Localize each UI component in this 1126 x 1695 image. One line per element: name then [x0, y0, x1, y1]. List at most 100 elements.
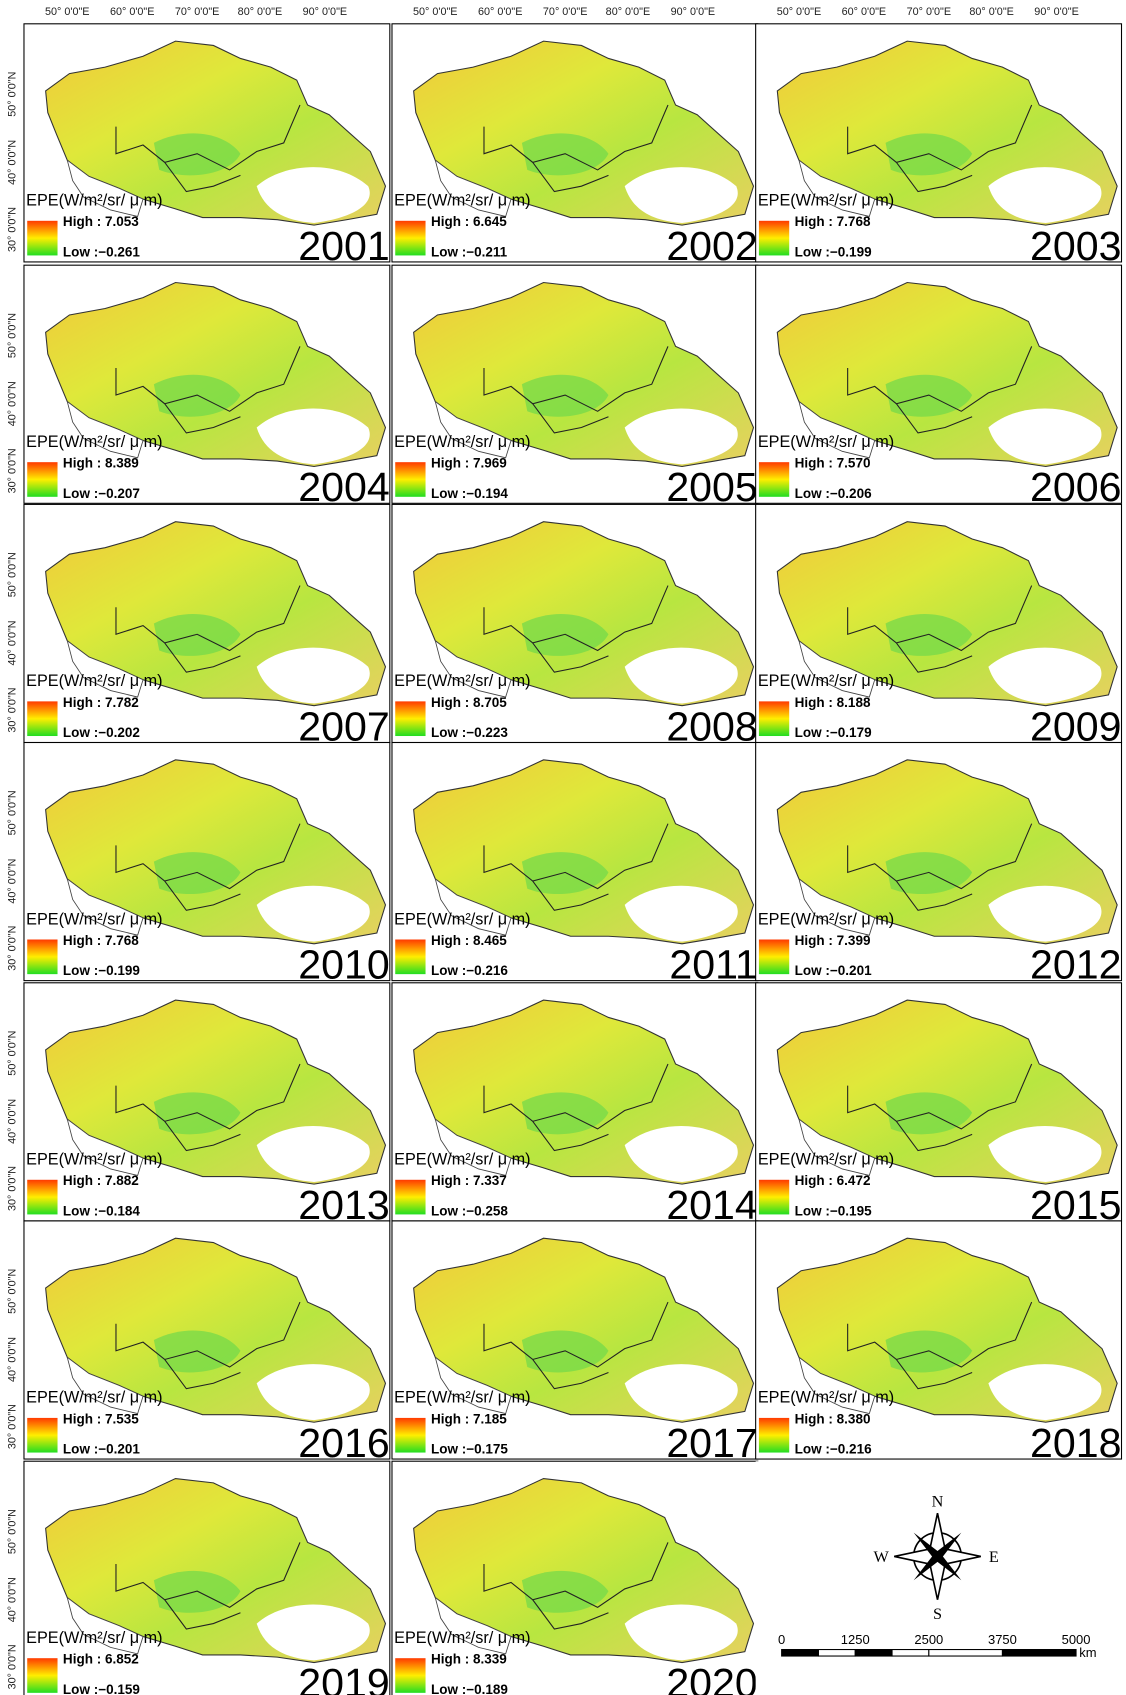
x-tick-label: 50° 0'0"E	[413, 6, 458, 18]
y-tick-label: 30° 0'0"N	[6, 1404, 18, 1449]
year-label: 2017	[666, 1420, 757, 1466]
legend-high: High : 7.337	[431, 1173, 507, 1188]
scale-label: 3750	[988, 1632, 1017, 1647]
legend-low: Low :−0.184	[63, 1204, 140, 1219]
map-panel: EPE(W/m²/sr/ μ m)High : 7.969Low :−0.194…	[392, 265, 758, 510]
legend-low: Low :−0.201	[795, 963, 872, 978]
y-tick-label: 30° 0'0"N	[6, 1644, 18, 1689]
legend-high: High : 6.645	[431, 214, 507, 229]
legend-high: High : 6.472	[795, 1173, 871, 1188]
legend-title: EPE(W/m²/sr/ μ m)	[758, 1151, 894, 1169]
map-panel: EPE(W/m²/sr/ μ m) High : 7.053 Low :−0.261…	[24, 24, 390, 269]
legend-title: EPE(W/m²/sr/ μ m)	[394, 1151, 530, 1169]
legend-ramp	[395, 1658, 425, 1693]
y-tick-label: 40° 0'0"N	[6, 140, 18, 185]
map-panel: EPE(W/m²/sr/ μ m)High : 7.535Low :−0.201…	[24, 1221, 390, 1466]
legend-title: EPE(W/m²/sr/ μ m)	[758, 1389, 894, 1407]
legend-low: Low :−0.179	[795, 725, 872, 740]
legend-low: Low :−0.189	[431, 1682, 508, 1695]
year-label: 2001	[298, 223, 390, 269]
map-panel: EPE(W/m²/sr/ μ m) High : 7.570 Low :−0.206…	[756, 265, 1122, 510]
legend-high: High : 7.399	[795, 933, 871, 948]
legend-title: EPE(W/m²/sr/ μ m)	[26, 1629, 162, 1647]
scale-segment	[818, 1650, 855, 1656]
x-tick-label: 70° 0'0"E	[175, 6, 220, 18]
y-tick-label: 50° 0'0"N	[6, 1509, 18, 1554]
y-tick-label: 50° 0'0"N	[6, 790, 18, 835]
year-label: 2003	[1030, 223, 1122, 269]
legend-low: Low :−0.211	[431, 245, 508, 260]
legend-ramp	[759, 701, 789, 736]
legend-ramp	[27, 1658, 57, 1693]
legend-high: High : 8.339	[431, 1652, 507, 1667]
year-label: 2018	[1030, 1420, 1122, 1466]
map-panel: EPE(W/m²/sr/ μ m)High : 8.705Low :−0.223…	[392, 504, 758, 749]
legend-title: EPE(W/m²/sr/ μ m)	[758, 192, 894, 210]
y-tick-label: 40° 0'0"N	[6, 381, 18, 426]
legend-high: High : 8.188	[795, 695, 871, 710]
x-tick-label: 60° 0'0"E	[110, 6, 155, 18]
x-tick-label: 60° 0'0"E	[842, 6, 887, 18]
scale-segment	[1002, 1650, 1076, 1656]
scale-label: 0	[778, 1632, 785, 1647]
legend-low: Low :−0.199	[63, 963, 140, 978]
legend-title: EPE(W/m²/sr/ μ m)	[758, 433, 894, 451]
legend-low: Low :−0.159	[63, 1682, 140, 1695]
y-tick-label: 30° 0'0"N	[6, 207, 18, 252]
legend-low: Low :−0.206	[795, 486, 872, 501]
scale-label: 2500	[914, 1632, 943, 1647]
year-label: 2011	[669, 941, 757, 987]
legend-title: EPE(W/m²/sr/ μ m)	[394, 192, 530, 210]
legend-high: High : 7.053	[63, 214, 139, 229]
legend-low: Low :−0.194	[431, 486, 508, 501]
x-tick-label: 50° 0'0"E	[45, 6, 90, 18]
x-tick-label: 70° 0'0"E	[907, 6, 952, 18]
legend-title: EPE(W/m²/sr/ μ m)	[26, 1151, 162, 1169]
map-panel: EPE(W/m²/sr/ μ m) High : 7.337 Low :−0.258…	[392, 983, 758, 1228]
y-tick-label: 30° 0'0"N	[6, 448, 18, 493]
legend-ramp	[395, 701, 425, 736]
map-panel: EPE(W/m²/sr/ μ m)High : 6.472Low :−0.195…	[756, 983, 1122, 1228]
y-tick-label: 40° 0'0"N	[6, 859, 18, 904]
year-label: 2004	[298, 464, 390, 510]
y-tick-label: 40° 0'0"N	[6, 620, 18, 665]
y-tick-label: 50° 0'0"N	[6, 72, 18, 117]
legend-title: EPE(W/m²/sr/ μ m)	[26, 192, 162, 210]
legend-high: High : 7.768	[63, 933, 139, 948]
scale-segment	[782, 1650, 819, 1656]
year-label: 2012	[1030, 941, 1122, 987]
legend-high: High : 7.768	[795, 214, 871, 229]
legend-low: Low :−0.201	[63, 1442, 140, 1457]
legend-low: Low :−0.202	[63, 725, 140, 740]
compass-s: S	[933, 1605, 942, 1623]
compass-n: N	[932, 1493, 944, 1511]
year-label: 2006	[1030, 464, 1122, 510]
x-tick-label: 90° 0'0"E	[1034, 6, 1079, 18]
legend-high: High : 8.389	[63, 456, 139, 471]
year-label: 2010	[298, 941, 390, 987]
compass-e: E	[989, 1548, 999, 1566]
map-panel: EPE(W/m²/sr/ μ m) High : 8.339 Low :−0.189…	[392, 1461, 758, 1695]
legend-low: Low :−0.261	[63, 245, 140, 260]
legend-low: Low :−0.258	[431, 1204, 508, 1219]
year-label: 2020	[666, 1660, 757, 1695]
legend-high: High : 7.570	[795, 456, 871, 471]
legend-ramp	[759, 940, 789, 975]
year-label: 2005	[666, 464, 757, 510]
legend-low: Low :−0.199	[795, 245, 872, 260]
legend-title: EPE(W/m²/sr/ μ m)	[394, 1389, 530, 1407]
scale-segment	[929, 1650, 1003, 1656]
legend-low: Low :−0.216	[795, 1442, 872, 1457]
x-tick-label: 80° 0'0"E	[238, 6, 283, 18]
legend-title: EPE(W/m²/sr/ μ m)	[394, 1629, 530, 1647]
map-panel: EPE(W/m²/sr/ μ m)High : 7.782Low :−0.202…	[24, 504, 390, 749]
scale-label: 1250	[841, 1632, 870, 1647]
legend-title: EPE(W/m²/sr/ μ m)	[26, 672, 162, 690]
legend-ramp	[759, 1180, 789, 1215]
y-tick-label: 40° 0'0"N	[6, 1577, 18, 1622]
map-panel: EPE(W/m²/sr/ μ m)High : 8.188Low :−0.179…	[756, 504, 1122, 749]
legend-ramp	[27, 1418, 57, 1453]
